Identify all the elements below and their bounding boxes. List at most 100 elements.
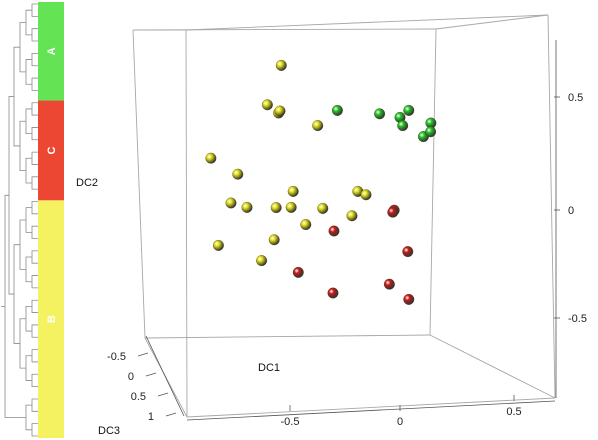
box-edge xyxy=(435,14,549,30)
data-point-C xyxy=(403,293,415,305)
dendrogram-branch xyxy=(31,28,38,42)
z-axis-line xyxy=(145,335,185,417)
dendrogram-branch xyxy=(25,108,32,134)
cluster-label-A: A xyxy=(46,47,58,55)
data-point-B xyxy=(232,168,244,180)
z-tick-mark xyxy=(137,352,149,357)
y-tick-label: 0 xyxy=(568,205,574,217)
data-point-B xyxy=(212,239,224,251)
cluster-bar-A xyxy=(38,2,64,101)
dendrogram-branch xyxy=(31,151,38,165)
dendrogram-branch xyxy=(31,176,38,190)
dendrogram-branch xyxy=(31,373,38,388)
y-axis-label: DC2 xyxy=(76,177,98,189)
data-point-B xyxy=(270,202,282,214)
dendrogram-branch xyxy=(19,22,26,73)
dendrogram-branch xyxy=(31,127,38,141)
data-point-B xyxy=(285,201,297,213)
dendrogram-branch xyxy=(31,349,38,363)
z-tick-label: 0 xyxy=(128,371,134,383)
dendrogram-branch xyxy=(31,3,38,17)
z-tick-label: 0.5 xyxy=(131,391,146,403)
x-tick-label: 0 xyxy=(397,416,403,428)
cluster-label-B: B xyxy=(46,315,58,323)
dendrogram-branch xyxy=(19,120,26,172)
dendrogram-branch xyxy=(31,201,38,215)
x-axis-label: DC1 xyxy=(258,362,280,374)
data-point-C xyxy=(292,266,304,278)
data-point-B xyxy=(312,120,324,132)
data-point-A xyxy=(331,104,343,116)
dendrogram-branch xyxy=(31,102,38,116)
z-tick-label: -0.5 xyxy=(107,351,126,363)
dendrogram-branch xyxy=(31,225,38,239)
dendrogram-branch xyxy=(13,244,20,344)
box-edge xyxy=(132,29,146,339)
dendrogram-branch xyxy=(25,157,32,184)
dendrogram-branch xyxy=(25,207,32,233)
data-point-C xyxy=(387,206,399,218)
data-point-B xyxy=(300,219,312,231)
dendrogram-branch xyxy=(25,256,32,283)
dendrogram-branch xyxy=(25,59,32,85)
dendrogram-branch xyxy=(31,77,38,91)
data-point-B xyxy=(274,105,286,117)
data-point-B xyxy=(268,234,280,246)
dendrogram-branch xyxy=(19,219,26,270)
x-axis-line xyxy=(186,400,556,421)
box-edge xyxy=(185,29,188,418)
data-point-A xyxy=(403,104,415,116)
data-point-C xyxy=(328,225,340,237)
dendrogram-branch xyxy=(4,194,26,418)
cluster-bar-C xyxy=(38,100,64,201)
dendrogram-branch xyxy=(31,324,38,338)
data-point-C xyxy=(402,246,414,258)
dendrogram-branch xyxy=(19,318,26,369)
data-point-B xyxy=(275,59,287,71)
data-point-B xyxy=(225,197,237,209)
box-edge xyxy=(547,14,556,399)
y-tick-label: 0.5 xyxy=(568,92,583,104)
dendrogram-branch xyxy=(31,423,38,437)
data-point-B xyxy=(317,202,329,214)
dendrogram-branch xyxy=(25,355,32,381)
x-tick-label: 0.5 xyxy=(506,406,521,418)
box-edge xyxy=(429,28,437,336)
data-point-A xyxy=(374,108,386,120)
y-tick-label: -0.5 xyxy=(568,313,587,325)
data-point-B xyxy=(256,255,268,267)
dendrogram-branch xyxy=(25,9,32,36)
data-point-B xyxy=(261,99,273,111)
data-point-B xyxy=(205,152,217,164)
data-point-B xyxy=(241,201,253,213)
data-points xyxy=(205,59,437,305)
z-tick-mark xyxy=(165,412,177,417)
data-point-A xyxy=(397,120,409,132)
box-edge xyxy=(429,334,556,399)
box-edge xyxy=(185,14,549,31)
dendrogram-branch xyxy=(25,404,32,431)
z-tick-mark xyxy=(145,372,157,377)
cluster-label-C: C xyxy=(46,146,58,154)
z-axis-label: DC3 xyxy=(98,425,120,437)
data-point-B xyxy=(346,210,358,222)
data-point-B xyxy=(360,189,372,201)
box-edge xyxy=(186,397,556,418)
axes: -0.5 00.50.50-0.5-0.500.51 xyxy=(107,40,587,428)
data-point-C xyxy=(383,278,395,290)
dendrogram-branch xyxy=(25,306,32,332)
dendrogram-branch xyxy=(31,398,38,412)
dendrogram-branch xyxy=(31,250,38,264)
data-point-B xyxy=(287,185,299,197)
dendrogram-branch xyxy=(31,299,38,313)
plot-box xyxy=(132,14,556,418)
dendrogram-branch xyxy=(13,46,20,147)
data-point-C xyxy=(327,287,339,299)
z-tick-label: 1 xyxy=(148,411,154,423)
data-point-A xyxy=(425,126,437,138)
z-tick-mark xyxy=(157,392,169,397)
box-edge xyxy=(144,334,431,339)
x-tick-label: -0.5 xyxy=(281,416,300,428)
cluster-color-bar: A C B xyxy=(38,2,64,438)
